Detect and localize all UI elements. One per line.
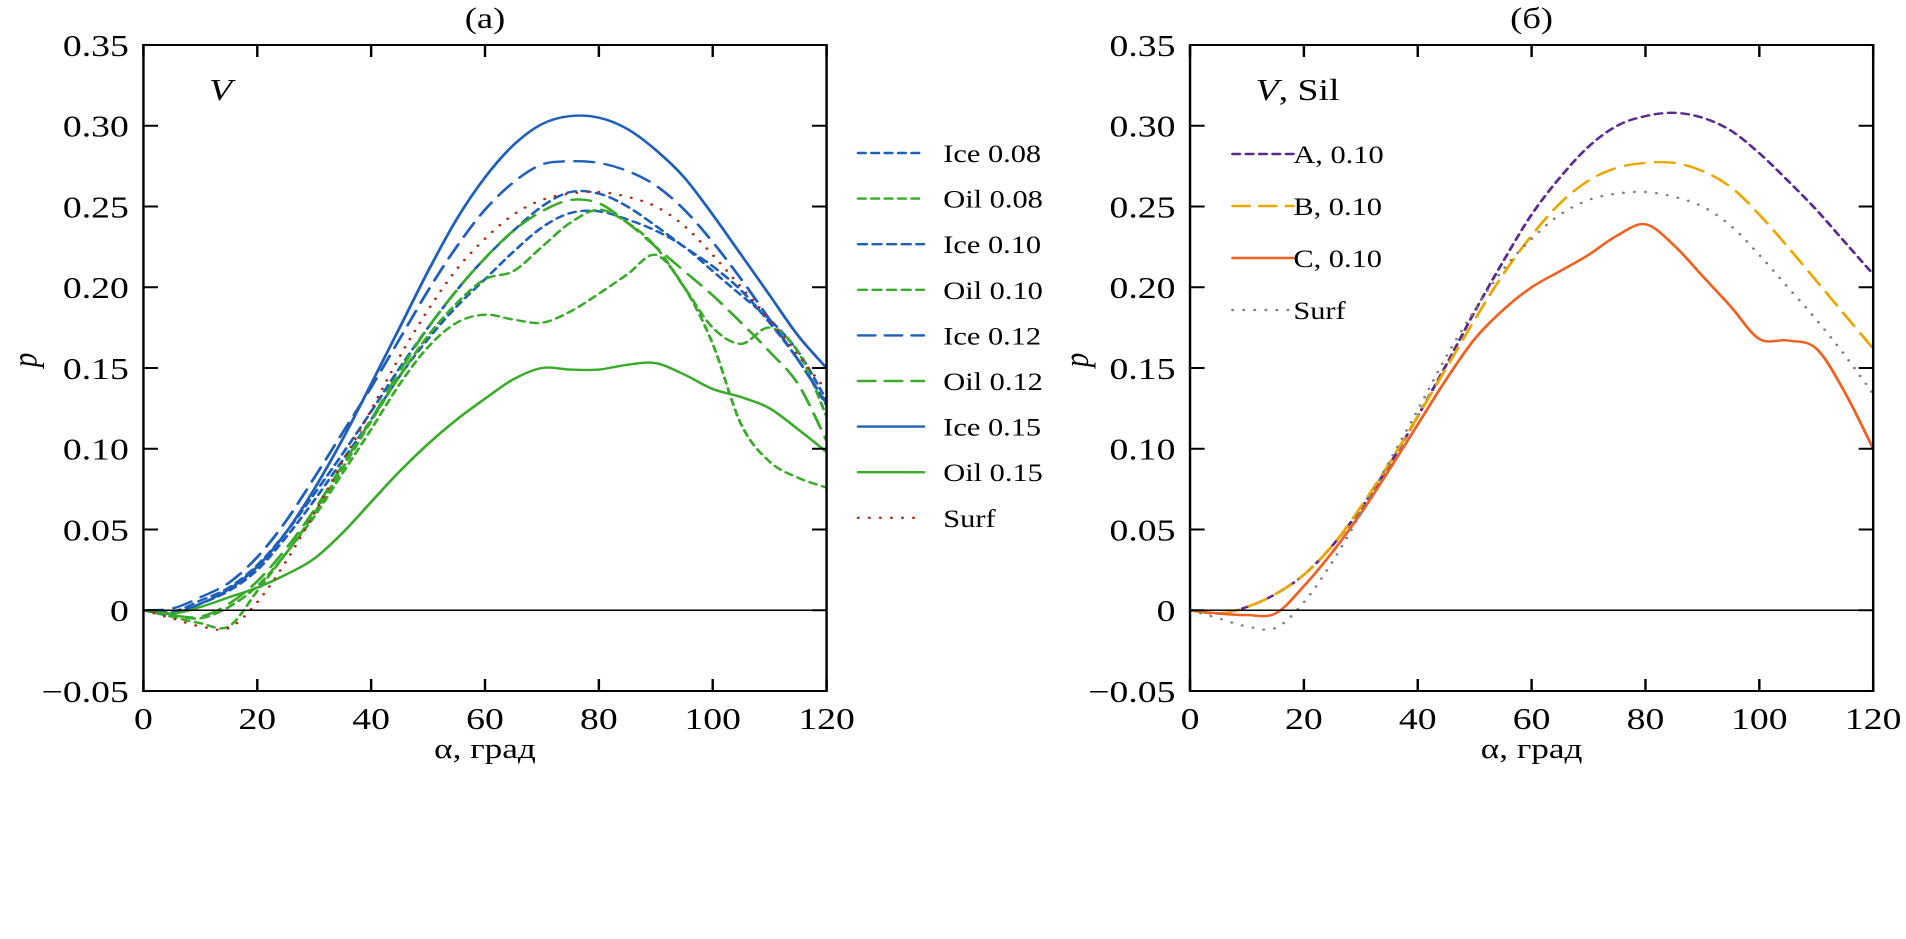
- panel-a-annotation: V: [209, 73, 236, 107]
- y-tick-label: −0.05: [42, 675, 129, 709]
- y-tick-label: 0.05: [1110, 514, 1176, 548]
- series-group: [143, 114, 827, 631]
- series-line-surf: [143, 190, 827, 631]
- x-tick-label: 60: [1513, 702, 1551, 736]
- panel-b-ylabel: p: [1056, 353, 1095, 369]
- x-tick-label: 40: [1399, 702, 1437, 736]
- y-tick-label: 0.10: [63, 433, 129, 467]
- x-tick-label: 80: [580, 702, 618, 736]
- legend-item: Ice 0.12: [856, 323, 1041, 351]
- x-tick-label: 80: [1627, 702, 1665, 736]
- legend-label: Surf: [943, 505, 996, 533]
- legend-item: A, 0.10: [1231, 141, 1384, 169]
- panel-b-annotation-rest: , Sil: [1279, 73, 1340, 107]
- panel-a-title: (a): [465, 2, 505, 35]
- panel-b-legend: A, 0.10 B, 0.10 C, 0.10 Surf: [1231, 141, 1384, 325]
- panel-b-annotation-italic: V: [1256, 73, 1283, 107]
- legend-label: Ice 0.08: [943, 140, 1041, 168]
- plot-frame: [142, 44, 828, 692]
- series-line-ice-0-08: [143, 209, 827, 615]
- y-tick-label: 0.20: [63, 271, 129, 305]
- series-line-a-0-10: [1190, 111, 1874, 615]
- x-tick-label: 40: [352, 702, 390, 736]
- y-tick-label: 0.35: [63, 29, 129, 63]
- series-line-oil-0-12: [143, 198, 827, 619]
- y-tick-label: 0.30: [63, 110, 129, 144]
- panel-a-ylabel: p: [5, 353, 44, 369]
- x-tick-label: 100: [1731, 702, 1788, 736]
- y-tick-label: 0.30: [1110, 110, 1176, 144]
- y-tick-label: −0.05: [1088, 675, 1175, 709]
- legend-item: Ice 0.08: [856, 140, 1041, 168]
- panel-b-title: (б): [1510, 2, 1553, 35]
- panel-b-xlabel: α, град: [1481, 732, 1583, 764]
- legend-label: Oil 0.15: [943, 460, 1043, 488]
- x-tick-label: 0: [1181, 702, 1200, 736]
- legend-label: Ice 0.12: [943, 323, 1041, 351]
- series-line-ice-0-15: [143, 114, 827, 615]
- x-tick-label: 20: [1285, 702, 1323, 736]
- legend-item: Oil 0.15: [856, 460, 1043, 488]
- legend-item: Surf: [856, 505, 996, 533]
- x-tick-label: 120: [1845, 702, 1902, 736]
- legend-item: Oil 0.08: [856, 186, 1043, 214]
- y-tick-label: 0.15: [1110, 352, 1176, 386]
- series-line-surf: [1190, 190, 1874, 631]
- panel-a-xlabel: α, град: [434, 732, 536, 764]
- legend-label: Oil 0.10: [943, 277, 1043, 305]
- legend-item: B, 0.10: [1231, 193, 1382, 221]
- legend-label: Oil 0.12: [943, 368, 1043, 396]
- legend-label: Oil 0.08: [943, 186, 1043, 214]
- y-tick-label: 0.20: [1110, 271, 1176, 305]
- legend-label: Surf: [1293, 297, 1346, 325]
- series-line-b-0-10: [1190, 160, 1874, 615]
- legend-item: Ice 0.10: [856, 232, 1041, 260]
- legend-label: C, 0.10: [1293, 245, 1382, 273]
- y-tick-label: 0.05: [63, 514, 129, 548]
- legend-item: C, 0.10: [1231, 245, 1382, 273]
- x-tick-label: 0: [134, 702, 153, 736]
- y-tick-label: 0.25: [63, 191, 129, 225]
- series-line-oil-0-10: [143, 208, 827, 620]
- legend-label: A, 0.10: [1293, 141, 1383, 169]
- panel-a-legend: Ice 0.08 Oil 0.08 Ice 0.10 Oil 0.10 Ice 0.12…: [856, 140, 1043, 533]
- legend-item: Ice 0.15: [856, 414, 1041, 442]
- y-tick-label: 0.15: [63, 352, 129, 386]
- panel-b-annotation: V, Sil: [1256, 73, 1340, 107]
- legend-item: Oil 0.12: [856, 368, 1043, 396]
- legend-label: Ice 0.10: [943, 232, 1041, 260]
- series-line-oil-0-08: [143, 253, 827, 630]
- legend-label: B, 0.10: [1293, 193, 1382, 221]
- y-tick-label: 0.25: [1110, 191, 1176, 225]
- series-line-oil-0-15: [143, 361, 827, 615]
- series-line-ice-0-10: [143, 189, 827, 614]
- x-tick-label: 20: [238, 702, 276, 736]
- series-group: [1190, 111, 1874, 631]
- y-tick-label: 0.10: [1110, 433, 1176, 467]
- legend-label: Ice 0.15: [943, 414, 1041, 442]
- legend-item: Oil 0.10: [856, 277, 1043, 305]
- y-tick-label: 0: [1157, 594, 1176, 628]
- series-line-c-0-10: [1190, 222, 1874, 618]
- y-tick-label: 0: [110, 594, 129, 628]
- x-tick-label: 100: [684, 702, 741, 736]
- x-tick-label: 120: [798, 702, 855, 736]
- series-line-ice-0-12: [143, 159, 827, 612]
- legend-item: Surf: [1231, 297, 1346, 325]
- x-tick-label: 60: [466, 702, 504, 736]
- y-tick-label: 0.35: [1110, 29, 1176, 63]
